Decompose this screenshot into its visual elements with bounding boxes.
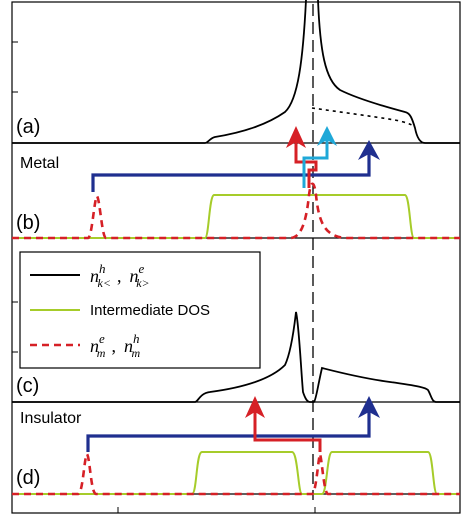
- panel-b-red-arrowhead: [286, 126, 306, 148]
- bottom-ticks: [117, 507, 316, 513]
- panel-label-d: (d): [16, 467, 40, 489]
- panel-d-blue-arrowhead: [358, 396, 380, 418]
- panel-d-red-arrowhead: [245, 396, 265, 418]
- panel-d-red-arrow: [253, 410, 322, 452]
- panel-b-red-dashed: [12, 182, 460, 240]
- panel-d-red-dashed: [12, 449, 460, 496]
- panel-b-blue-arrow: [91, 150, 371, 192]
- panel-c-dos-curve: [12, 311, 460, 403]
- panel-d-blue-arrow: [86, 410, 371, 452]
- panel-a-dotted-curve: [311, 107, 415, 127]
- panel-b-cyan-arrowhead: [317, 126, 337, 146]
- panel-b-red-arrow: [294, 140, 318, 188]
- panel-label-c: (c): [16, 375, 39, 397]
- panel-label-a: (a): [16, 116, 40, 138]
- insulator-label: Insulator: [20, 410, 82, 427]
- left-ticks: [12, 41, 18, 353]
- panel-b-cyan-arrow: [302, 140, 329, 188]
- panel-label-b: (b): [16, 212, 40, 234]
- panel-a-dos-curve: [12, 0, 460, 144]
- panel-d-green-dos: [12, 451, 460, 495]
- legend-item-2: Intermediate DOS: [90, 302, 210, 319]
- plot-frame: [11, 1, 461, 514]
- metal-label: Metal: [20, 155, 59, 172]
- panel-b-blue-arrowhead: [358, 140, 380, 160]
- legend-item-1: nh k<, ne k>: [90, 261, 150, 290]
- legend-item-3: ne m, nh m: [90, 331, 140, 360]
- panel-b-green-dos: [12, 194, 460, 239]
